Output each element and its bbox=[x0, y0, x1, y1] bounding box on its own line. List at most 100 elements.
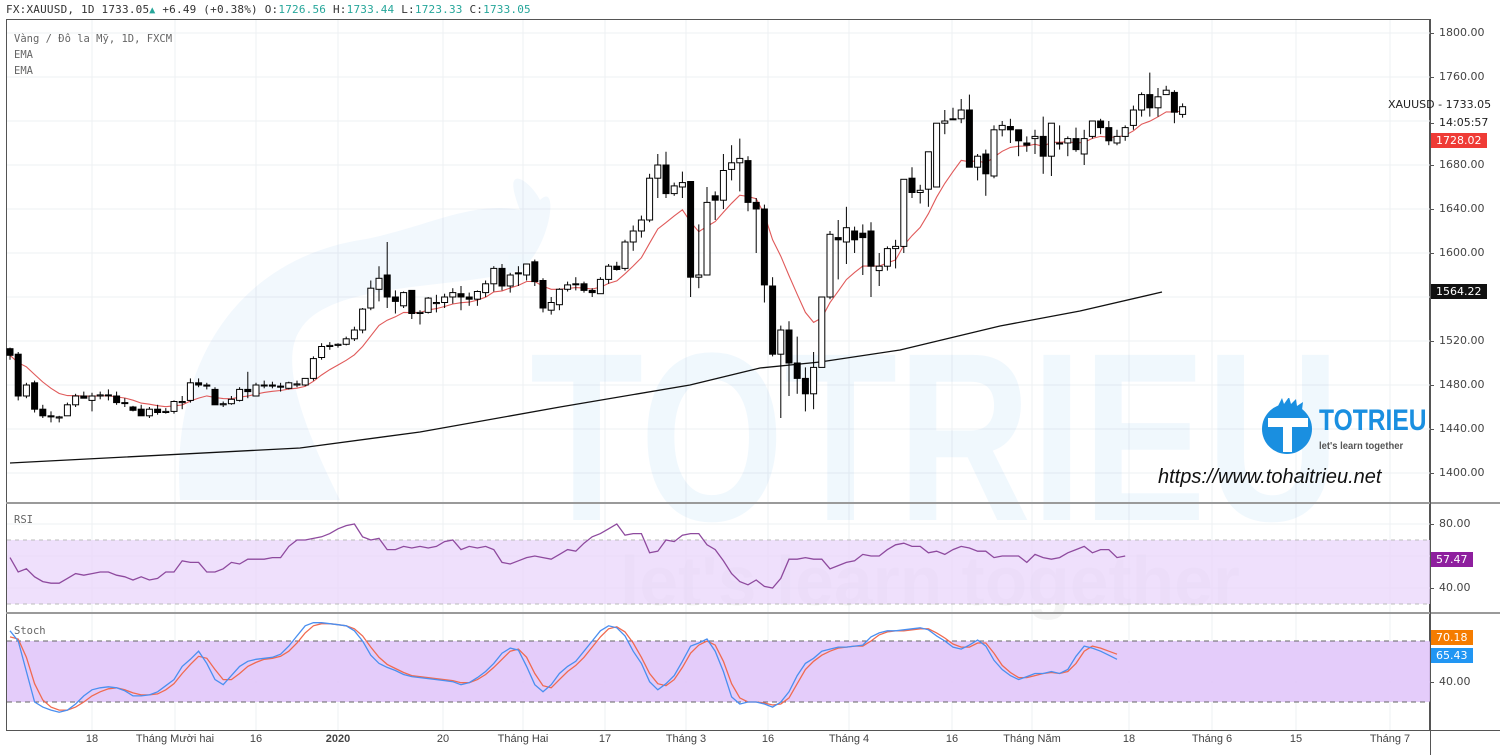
candle bbox=[998, 124, 1006, 131]
candle bbox=[391, 296, 399, 302]
candle bbox=[785, 329, 793, 364]
candle bbox=[662, 164, 670, 195]
candle bbox=[342, 338, 350, 345]
candlestick-series bbox=[6, 72, 1187, 423]
candle bbox=[1072, 138, 1080, 151]
candle bbox=[72, 395, 80, 406]
candle bbox=[744, 160, 752, 203]
stoch-d-value-label: 65.43 bbox=[1431, 648, 1473, 663]
time-axis-label: 2020 bbox=[325, 733, 351, 745]
candle bbox=[432, 302, 440, 305]
time-axis-label: 16 bbox=[945, 733, 959, 745]
candle bbox=[326, 344, 334, 347]
candle bbox=[318, 346, 326, 358]
candle bbox=[818, 296, 826, 368]
candle bbox=[170, 401, 178, 412]
candle bbox=[121, 402, 129, 405]
symbol-header: FX:XAUUSD, 1D 1733.05▲ +6.49 (+0.38%) O:… bbox=[6, 3, 531, 16]
candle bbox=[6, 348, 14, 356]
candle bbox=[1056, 142, 1064, 145]
candle bbox=[801, 377, 809, 395]
legend-ema-2[interactable]: EMA bbox=[14, 65, 33, 77]
close-value: 1733.05 bbox=[483, 3, 531, 16]
candle bbox=[965, 109, 973, 168]
candle bbox=[498, 267, 506, 287]
candle bbox=[22, 384, 30, 397]
candle bbox=[244, 388, 252, 393]
time-axis-label: 20 bbox=[436, 733, 450, 745]
candle bbox=[137, 408, 145, 417]
stoch-k-value-label: 70.18 bbox=[1431, 630, 1473, 645]
candle bbox=[293, 383, 301, 386]
candle bbox=[1006, 126, 1014, 131]
candle bbox=[564, 284, 572, 290]
candle bbox=[268, 384, 276, 387]
pane-separator[interactable] bbox=[6, 502, 1500, 504]
candle bbox=[1031, 135, 1039, 140]
chart-legend: Vàng / Đô la Mỹ, 1D, FXCM EMA EMA bbox=[14, 31, 172, 79]
candle bbox=[736, 157, 744, 164]
bar-countdown: 14:05:57 bbox=[1429, 116, 1488, 129]
candle bbox=[752, 201, 760, 210]
ema-slow-price-label: 1564.22 bbox=[1431, 284, 1487, 299]
time-axis-label: 18 bbox=[85, 733, 99, 745]
candle bbox=[88, 395, 96, 401]
stoch-legend[interactable]: Stoch bbox=[14, 625, 46, 637]
candle bbox=[523, 263, 531, 276]
candle bbox=[14, 353, 22, 397]
pane-separator[interactable] bbox=[6, 612, 1500, 614]
open-label: O: bbox=[264, 3, 279, 16]
candle bbox=[514, 272, 522, 275]
time-axis-label: Tháng 6 bbox=[1191, 733, 1233, 745]
rsi-legend[interactable]: RSI bbox=[14, 514, 33, 526]
candle bbox=[154, 408, 162, 414]
candle bbox=[924, 151, 932, 190]
candle bbox=[1113, 135, 1121, 144]
candle bbox=[334, 343, 342, 346]
candle bbox=[629, 230, 637, 243]
candle bbox=[375, 277, 383, 290]
brand-name: TOTRIEU bbox=[1319, 404, 1427, 437]
candle bbox=[1179, 106, 1187, 115]
brand-url[interactable]: https://www.tohaitrieu.net bbox=[1158, 466, 1382, 488]
candle bbox=[949, 118, 957, 121]
price-tick: 1640.00 bbox=[1430, 202, 1485, 215]
candle bbox=[826, 233, 834, 298]
candle bbox=[195, 382, 203, 386]
candle bbox=[1154, 96, 1162, 109]
stoch-k-line bbox=[9, 622, 1118, 713]
candle bbox=[810, 366, 818, 395]
grid-lines bbox=[7, 20, 1430, 730]
time-axis-label: Tháng 3 bbox=[665, 733, 707, 745]
close-label: C: bbox=[469, 3, 484, 16]
candle bbox=[834, 237, 842, 241]
candle bbox=[933, 122, 941, 188]
candle bbox=[211, 388, 219, 406]
brand-logo: TOTRIEU let's learn together bbox=[1258, 397, 1427, 460]
candle bbox=[285, 382, 293, 389]
candle bbox=[145, 408, 153, 417]
candle bbox=[793, 362, 801, 379]
high-value: 1733.44 bbox=[346, 3, 395, 16]
candle bbox=[383, 274, 391, 298]
candle bbox=[531, 261, 539, 283]
candle bbox=[441, 296, 449, 303]
time-axis-label: 18 bbox=[1122, 733, 1136, 745]
candle bbox=[408, 289, 416, 314]
candle bbox=[908, 177, 916, 193]
candle bbox=[678, 182, 686, 188]
brand-tagline: let's learn together bbox=[1319, 440, 1404, 452]
candle bbox=[851, 230, 859, 241]
candle bbox=[916, 189, 924, 194]
candle bbox=[637, 219, 645, 232]
candle bbox=[424, 297, 432, 313]
open-value: 1726.56 bbox=[278, 3, 327, 16]
candle bbox=[703, 201, 711, 276]
price-tick: 1680.00 bbox=[1430, 158, 1485, 171]
legend-ema-1[interactable]: EMA bbox=[14, 49, 33, 61]
candle bbox=[236, 388, 244, 401]
candle bbox=[1039, 135, 1047, 157]
time-axis-label: Tháng Mười hai bbox=[135, 733, 215, 745]
candle bbox=[252, 384, 260, 397]
